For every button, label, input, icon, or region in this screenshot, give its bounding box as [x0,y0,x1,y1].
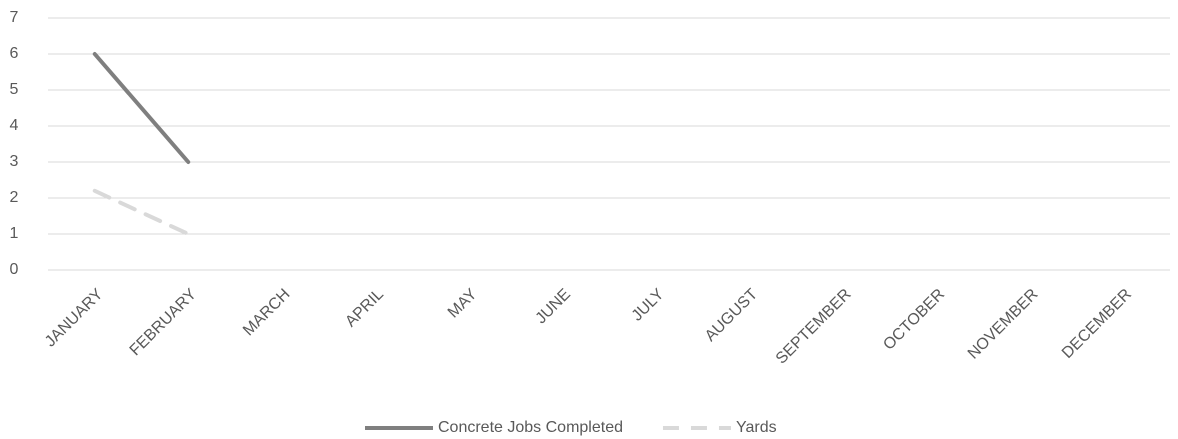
x-tick-label: JUNE [532,286,574,328]
x-tick-label: JANUARY [42,286,107,351]
x-tick-label: JULY [629,286,668,325]
x-tick-label: DECEMBER [1059,286,1135,362]
y-tick-label: 1 [10,225,19,242]
x-tick-label: OCTOBER [880,286,948,354]
y-tick-label: 2 [10,189,19,206]
y-tick-label: 6 [10,45,19,62]
y-tick-label: 4 [10,117,19,134]
y-tick-label: 0 [10,261,19,278]
x-tick-label: MAY [445,286,481,322]
y-tick-label: 3 [10,153,19,170]
legend-label: Concrete Jobs Completed [438,419,623,436]
x-tick-label: AUGUST [702,286,761,345]
y-tick-label: 5 [10,81,19,98]
x-tick-label: NOVEMBER [965,286,1042,363]
x-tick-label: SEPTEMBER [773,286,855,368]
legend-label: Yards [736,419,777,436]
y-tick-label: 7 [10,9,19,26]
series-line [92,188,191,236]
x-tick-label: APRIL [342,286,387,331]
x-tick-label: MARCH [240,286,294,340]
series-line [92,52,191,164]
x-tick-label: FEBRUARY [127,286,201,360]
